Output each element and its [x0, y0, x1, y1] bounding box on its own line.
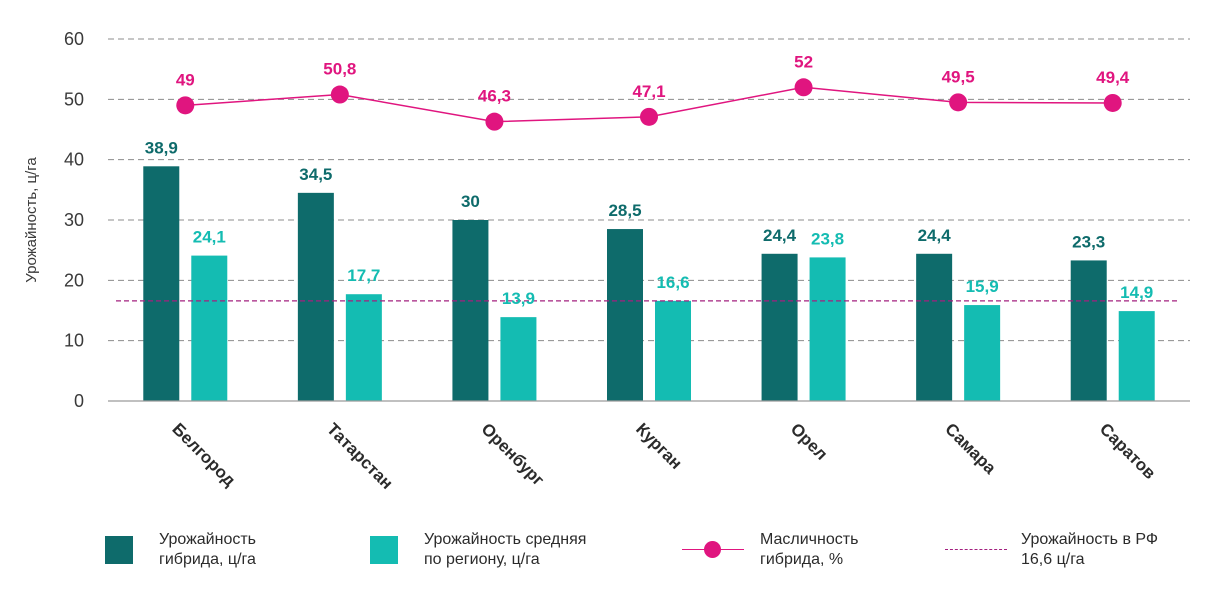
hybrid-yield-bar: [761, 253, 798, 401]
region-yield-label: 13,9: [502, 289, 535, 308]
hybrid-yield-bar: [143, 166, 180, 401]
oil-content-point: [794, 78, 813, 97]
y-tick-label: 10: [64, 331, 84, 351]
legend-label-region-yield: Урожайность средняя по региону, ц/га: [424, 531, 587, 568]
region-yield-label: 24,1: [193, 228, 226, 247]
y-axis-ticks: 0 10 20 30 40 50 60: [64, 29, 84, 411]
oil-content-point: [176, 96, 195, 115]
region-yield-bar: [809, 257, 846, 401]
oil-content-point: [949, 93, 968, 112]
hybrid-yield-bar: [297, 192, 334, 401]
oil-content-label: 46,3: [478, 87, 511, 106]
legend-label-hybrid-yield: Урожайность гибрида, ц/га: [159, 531, 256, 568]
region-yield-bar: [345, 294, 382, 401]
region-yield-bar: [964, 305, 1001, 401]
hybrid-yield-bar: [607, 229, 643, 401]
hybrid-yield-label: 30: [461, 192, 480, 211]
region-yield-label: 16,6: [656, 273, 689, 292]
legend-item-hybrid-yield: Урожайность гибрида, ц/га: [105, 530, 256, 570]
legend-label-rf-yield: Урожайность в РФ 16,6 ц/га: [1021, 531, 1159, 568]
hybrid-yield-label: 28,5: [608, 201, 641, 220]
legend-swatch-region-yield: [370, 536, 398, 564]
oil-content-label: 47,1: [632, 82, 665, 101]
y-axis-label: Урожайность, ц/га: [23, 157, 40, 283]
hybrid-yield-label: 34,5: [299, 165, 332, 184]
legend-item-oil-content: Масличность гибрида, %: [682, 530, 858, 570]
y-tick-label: 40: [64, 150, 84, 170]
legend-swatch-hybrid-yield: [105, 536, 133, 564]
region-yield-label: 15,9: [966, 277, 999, 296]
category-label: Орел: [787, 419, 831, 463]
hybrid-yield-label: 38,9: [145, 138, 178, 157]
legend: Урожайность гибрида, ц/га Урожайность ср…: [0, 530, 1222, 580]
oil-content-label: 49,5: [942, 67, 975, 86]
oil-content-label: 49,4: [1096, 68, 1130, 87]
legend-label-oil-content: Масличность гибрида, %: [760, 531, 859, 568]
x-axis-categories: Белгород Татарстан Оренбург Курган Орел Самар…: [168, 419, 1159, 493]
data-labels: 38,9 34,5 30 28,5 24,4 24,4 23,3 24,1 17,7 13,9 16…: [145, 52, 1154, 308]
category-label: Курган: [632, 419, 686, 473]
region-yield-label: 17,7: [347, 266, 380, 285]
y-tick-label: 0: [74, 391, 84, 411]
oil-content-point: [1103, 93, 1122, 112]
legend-item-region-yield: Урожайность средняя по региону, ц/га: [370, 530, 586, 570]
region-yield-bar: [500, 317, 537, 401]
category-label: Оренбург: [478, 419, 548, 489]
legend-marker-oil-content: [682, 530, 744, 570]
hybrid-yield-label: 24,4: [763, 226, 797, 245]
category-label: Белгород: [168, 419, 239, 490]
oil-content-point: [330, 85, 349, 104]
hybrid-yield-bar: [1070, 260, 1107, 401]
oil-content-label: 50,8: [323, 60, 356, 79]
hybrid-yield-bar: [452, 220, 489, 401]
region-yield-bar: [191, 255, 228, 401]
y-tick-label: 50: [64, 89, 84, 109]
category-label: Самара: [941, 419, 1000, 478]
region-yield-label: 23,8: [811, 229, 844, 248]
oil-content-point: [485, 112, 504, 131]
oil-content-label: 49: [176, 70, 195, 89]
hybrid-yield-label: 23,3: [1072, 232, 1105, 251]
y-tick-label: 60: [64, 29, 84, 49]
category-label: Татарстан: [323, 419, 397, 493]
legend-item-rf-yield: Урожайность в РФ 16,6 ц/га: [945, 530, 1158, 570]
oil-content-line: [176, 78, 1122, 131]
chart: 0 10 20 30 40 50 60 Урожайность, ц/га 38,9 34,5…: [23, 29, 1190, 493]
grid-lines: [108, 38, 1190, 342]
oil-content-point: [640, 107, 658, 126]
region-yield-bar: [655, 300, 691, 401]
y-tick-label: 20: [64, 270, 84, 290]
region-yield-label: 14,9: [1120, 283, 1153, 302]
legend-marker-rf-yield: [945, 530, 1007, 570]
oil-content-label: 52: [794, 52, 813, 71]
bars: [143, 166, 1155, 401]
hybrid-yield-bar: [916, 253, 953, 401]
region-yield-bar: [1118, 311, 1155, 401]
category-label: Саратов: [1096, 419, 1159, 482]
hybrid-yield-label: 24,4: [918, 226, 952, 245]
y-tick-label: 30: [64, 210, 84, 230]
